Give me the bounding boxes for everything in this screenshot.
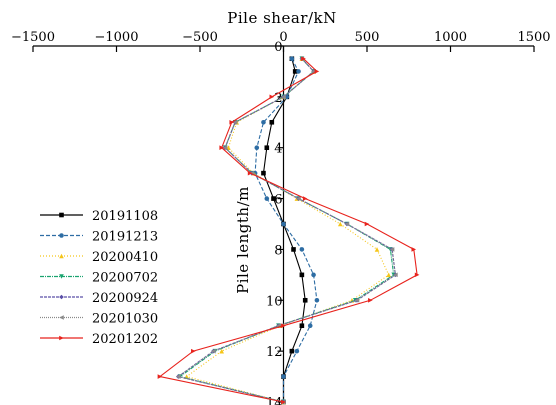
data-point [299,323,305,329]
data-point [368,297,373,303]
data-point [289,348,295,354]
data-point [389,247,395,252]
x-tick-label: 1000 [434,30,467,45]
data-point [269,119,275,125]
legend-label: 20200702 [92,271,158,286]
data-point [354,297,360,303]
y-tick-label: 10 [266,294,283,309]
series-20200702 [177,56,397,405]
series-20201202 [157,56,420,405]
x-axis-title: Pile shear/kN [227,9,336,27]
data-point [411,247,417,252]
legend-item: 20201030 [40,312,158,327]
data-point [314,69,320,74]
data-point [175,374,181,379]
legend-marker [59,335,64,341]
series-line [177,58,396,403]
data-point [374,247,380,252]
x-tick-label: 1500 [517,30,550,45]
x-tick-label: −1500 [11,30,55,45]
data-point [307,323,313,329]
data-point [271,196,276,201]
data-point [229,119,235,125]
data-point [219,145,225,151]
data-point [302,196,308,201]
data-point [296,196,301,201]
data-point [299,272,305,278]
data-point [281,94,286,100]
legend: 20191108 20191213 20200410 20200702 20200924… [40,209,158,347]
data-point [254,145,260,151]
data-point [291,247,296,252]
data-point [157,374,163,379]
legend-label: 20191108 [92,209,158,224]
legend-label: 20201030 [92,312,158,327]
legend-label: 20200410 [92,250,158,265]
data-point [281,399,286,405]
data-point [281,221,286,227]
data-point [222,145,228,151]
legend-marker [59,233,64,238]
y-axis-title: Pile length/m [234,186,252,294]
data-point [302,297,308,303]
data-point [393,272,398,278]
data-point [191,348,196,354]
legend-item: 20200410 [40,250,158,265]
legend-item: 20200924 [40,291,158,306]
data-point [364,221,370,227]
data-point [261,119,266,125]
series-layer [157,56,420,405]
y-tick-label: 12 [266,345,283,360]
data-point [296,69,301,74]
legend-marker [59,253,64,259]
legend-label: 20191213 [92,230,158,245]
x-tick-label: −500 [182,30,218,45]
legend-marker [59,294,64,300]
data-point [301,56,306,62]
x-tick-label: 500 [355,30,380,45]
data-point [211,348,216,354]
data-point [261,170,266,176]
legend-marker [59,212,64,218]
y-tick-label: 0 [274,40,282,55]
data-point [414,272,420,278]
series-20201030 [175,56,398,405]
x-axis: −1500 −1000 −500 0 500 1000 1500 [11,30,551,52]
data-point [219,348,225,354]
data-point [311,272,316,278]
data-point [294,348,300,354]
series-line [177,58,396,403]
series-20200924 [175,56,398,405]
legend-item: 20191213 [40,230,158,245]
data-point [299,247,305,252]
y-tick-label: 6 [274,193,282,208]
legend-label: 20201202 [92,332,158,347]
legend-item: 20200702 [40,271,158,286]
y-tick-label: 2 [274,91,282,106]
x-tick-label: 0 [279,30,287,45]
legend-label: 20200924 [92,291,158,306]
data-point [264,145,270,151]
y-tick-label: 4 [274,142,282,157]
data-point [281,374,286,379]
data-point [232,119,238,125]
data-point [289,56,295,62]
data-point [269,94,275,100]
data-point [264,196,270,201]
series-20191213 [252,56,320,405]
legend-item: 20201202 [40,332,158,347]
data-point [314,297,320,303]
y-tick-label: 8 [274,243,282,258]
legend-marker [59,315,64,320]
legend-item: 20191108 [40,209,158,224]
x-tick-label: −1000 [95,30,139,45]
legend-marker [59,274,64,279]
data-point [337,221,343,227]
data-point [281,323,286,329]
data-point [292,69,298,74]
data-point [386,272,392,278]
data-point [247,170,253,176]
data-point [344,221,350,227]
